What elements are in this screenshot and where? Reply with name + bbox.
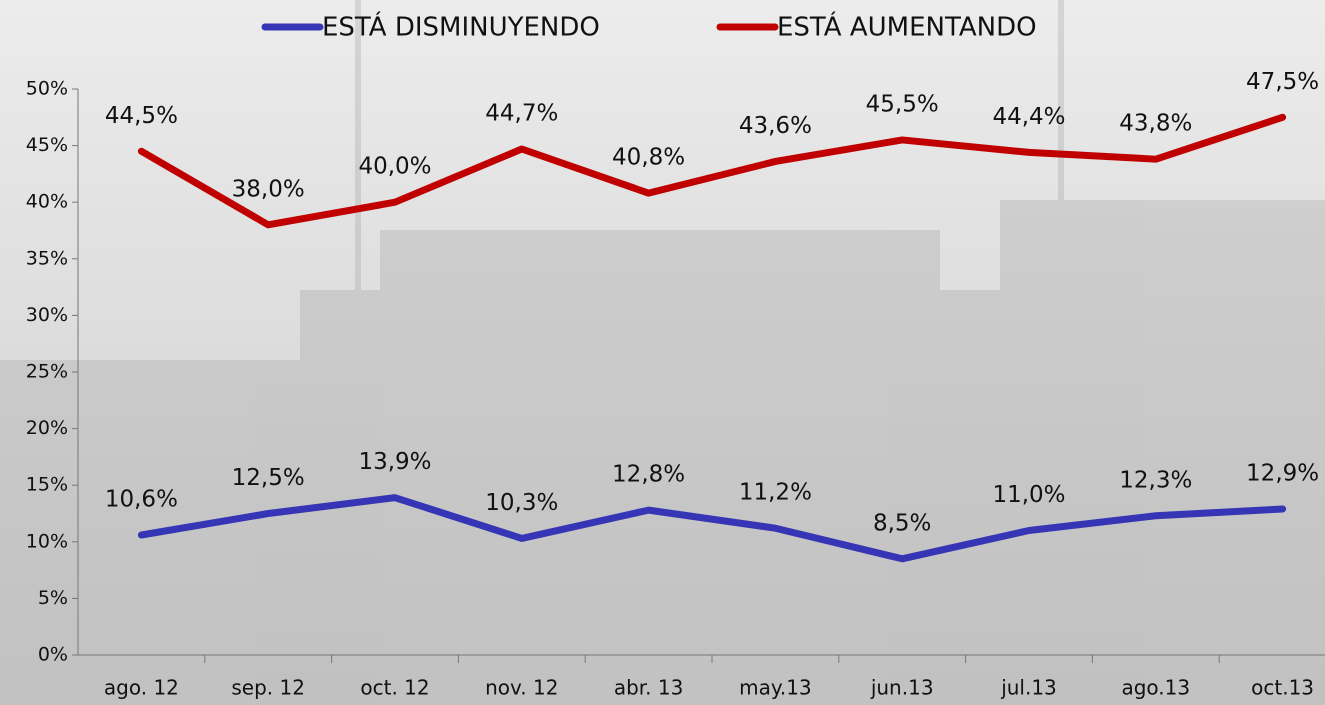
x-tick-label: ago. 12 <box>104 676 179 700</box>
data-label: 10,6% <box>105 487 178 513</box>
y-tick-label: 40% <box>26 191 68 213</box>
legend-label: ESTÁ AUMENTANDO <box>777 11 1037 43</box>
x-tick-label: abr. 13 <box>614 676 684 700</box>
data-label: 43,6% <box>739 113 812 139</box>
x-tick-label: nov. 12 <box>485 676 558 700</box>
y-tick-label: 35% <box>26 247 68 269</box>
y-tick-label: 30% <box>26 304 68 326</box>
y-tick-label: 20% <box>26 417 68 439</box>
legend-label: ESTÁ DISMINUYENDO <box>322 11 600 43</box>
data-label: 44,7% <box>485 100 558 126</box>
data-label: 8,5% <box>873 510 931 536</box>
data-label: 45,5% <box>866 91 939 117</box>
y-tick-label: 45% <box>26 134 68 156</box>
y-tick-label: 50% <box>26 78 68 100</box>
x-tick-label: oct. 12 <box>360 676 429 700</box>
data-label: 12,8% <box>612 462 685 488</box>
y-tick-label: 25% <box>26 361 68 383</box>
data-label: 44,4% <box>992 104 1065 130</box>
chart: 0% 5% 10% 15% 20% 25% 30% 35% 40% 45% 50% ago. 12 se… <box>0 0 1325 705</box>
y-tick-label: 15% <box>26 474 68 496</box>
data-label: 43,8% <box>1119 111 1192 137</box>
data-label: 40,0% <box>358 154 431 180</box>
x-tick-label: oct.13 <box>1251 676 1314 700</box>
data-label: 11,0% <box>992 482 1065 508</box>
data-label: 47,5% <box>1246 69 1319 95</box>
x-tick-label: jul.13 <box>1000 676 1057 700</box>
data-label: 40,8% <box>612 145 685 171</box>
data-label: 44,5% <box>105 103 178 129</box>
data-label: 12,5% <box>232 465 305 491</box>
data-label: 10,3% <box>485 490 558 516</box>
data-label: 13,9% <box>358 449 431 475</box>
data-label: 38,0% <box>232 176 305 202</box>
x-tick-label: may.13 <box>739 676 812 700</box>
y-tick-label: 10% <box>26 530 68 552</box>
x-tick-label: jun.13 <box>870 676 934 700</box>
data-label: 12,9% <box>1246 460 1319 486</box>
x-tick-label: ago.13 <box>1121 676 1190 700</box>
y-tick-label: 5% <box>38 587 68 609</box>
x-tick-label: sep. 12 <box>231 676 305 700</box>
y-tick-label: 0% <box>38 644 68 666</box>
data-label: 12,3% <box>1119 467 1192 493</box>
data-label: 11,2% <box>739 480 812 506</box>
